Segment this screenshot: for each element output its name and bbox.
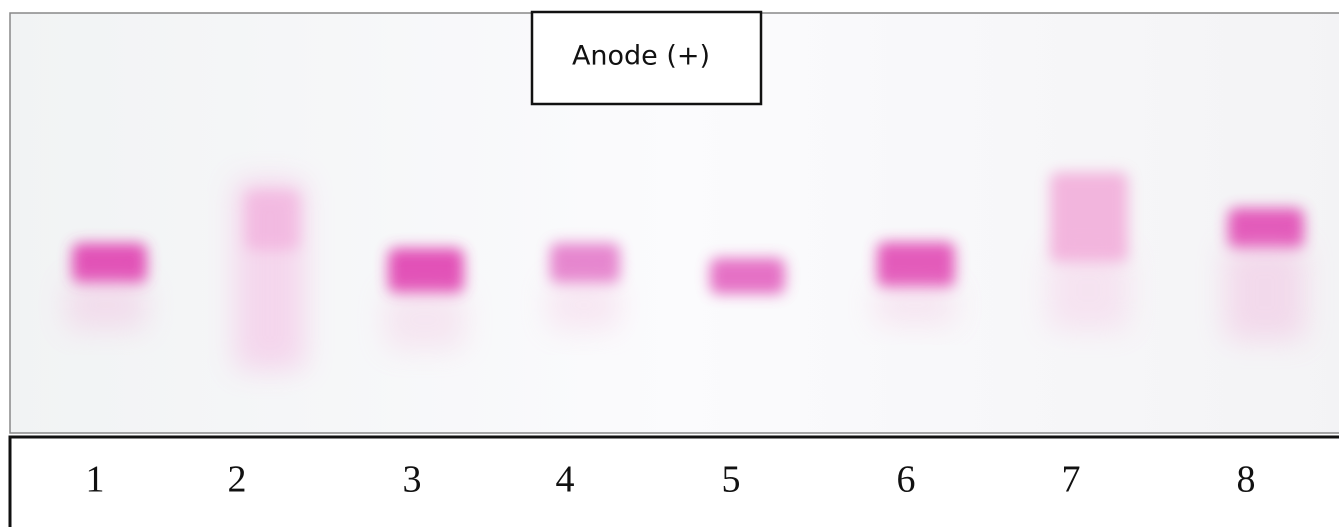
lane-label-box: [8, 435, 1339, 527]
band: [1048, 250, 1128, 330]
band: [385, 290, 465, 350]
band: [72, 243, 147, 283]
lane-labels: 1 2 3 4 5 6 7 8: [86, 459, 1256, 501]
lane-label: 1: [86, 459, 105, 501]
band: [66, 280, 146, 330]
lane-label: 4: [556, 459, 575, 501]
lane-label: 8: [1237, 459, 1256, 501]
band: [877, 242, 955, 287]
band: [550, 243, 620, 283]
band: [710, 258, 785, 294]
lane-label: 7: [1062, 459, 1081, 501]
band: [245, 190, 300, 250]
band: [1225, 245, 1305, 340]
bands: [66, 172, 1305, 370]
lane-label: 3: [403, 459, 422, 501]
lane-label: 2: [228, 459, 247, 501]
band: [1228, 208, 1304, 248]
lane-label: 5: [722, 459, 741, 501]
anode-box: [530, 10, 763, 106]
lane-label: 6: [897, 459, 916, 501]
band: [388, 248, 464, 293]
band: [548, 280, 620, 330]
anode-label: Anode (+): [572, 41, 710, 72]
band: [875, 285, 955, 325]
band: [1050, 172, 1128, 262]
